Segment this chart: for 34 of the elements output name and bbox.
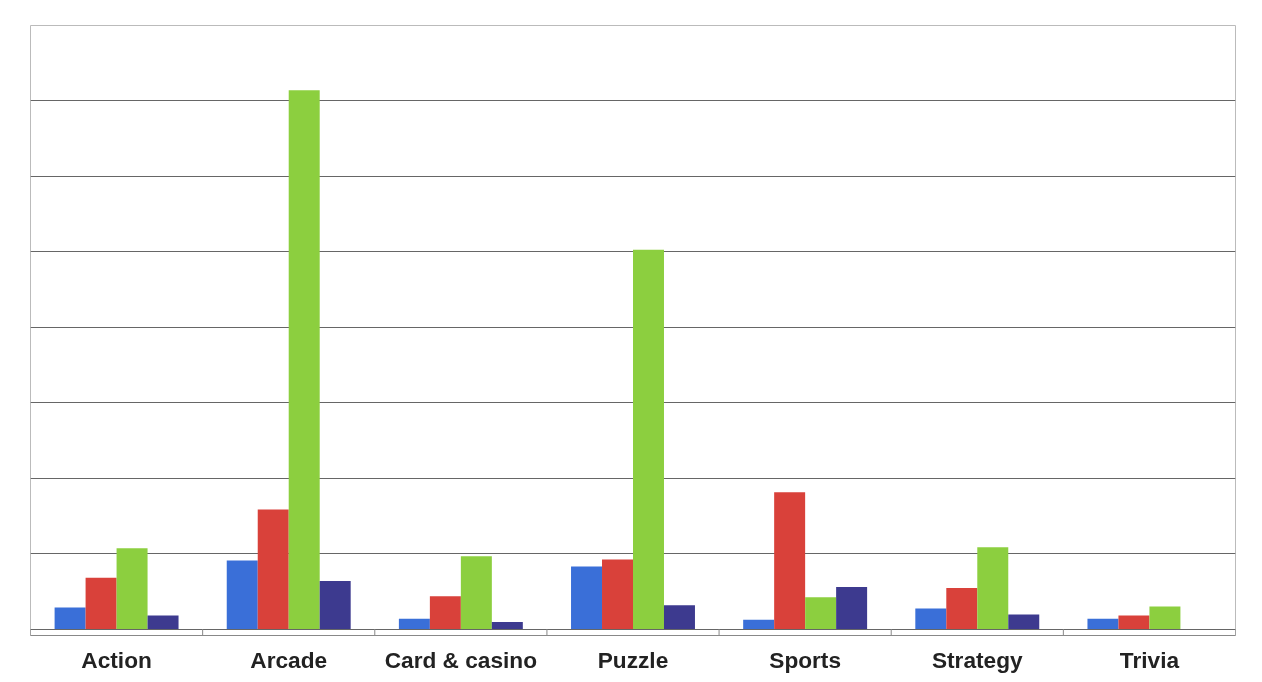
x-tick-label: Strategy <box>931 646 1024 673</box>
bar <box>226 560 258 630</box>
bar <box>946 588 978 630</box>
bar <box>1008 614 1040 630</box>
bar <box>663 605 695 630</box>
bar <box>116 548 148 630</box>
x-tick-label: Trivia <box>1119 646 1180 673</box>
bar <box>805 597 837 630</box>
bar <box>429 596 461 630</box>
bar <box>288 90 320 630</box>
bar <box>460 556 492 630</box>
bar <box>147 615 179 630</box>
bar <box>491 622 523 630</box>
bar <box>571 566 603 630</box>
x-tick-label: Action <box>81 646 152 673</box>
x-tick-label: Sports <box>769 646 842 673</box>
bar <box>743 619 775 630</box>
x-tick-label: Arcade <box>250 646 328 673</box>
bar <box>977 547 1009 630</box>
bar <box>85 577 117 630</box>
bar <box>54 607 86 630</box>
bar <box>319 581 351 630</box>
bar <box>836 587 868 630</box>
bar <box>398 618 430 630</box>
bar <box>915 608 947 630</box>
x-tick-label: Puzzle <box>597 646 669 673</box>
bar <box>1087 618 1119 630</box>
bar <box>602 559 633 630</box>
bar <box>1118 615 1150 630</box>
bar <box>633 249 664 630</box>
bar <box>1149 606 1181 630</box>
x-tick-label: Card & casino <box>384 646 538 673</box>
bar <box>774 492 806 630</box>
bar <box>257 509 289 630</box>
